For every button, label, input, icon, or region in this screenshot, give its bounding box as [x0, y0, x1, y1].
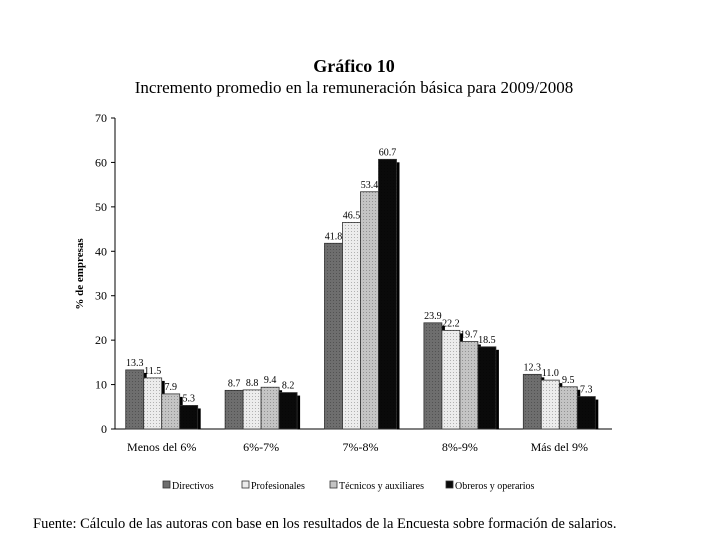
- bar-texture: [477, 346, 496, 429]
- chart-subtitle: Incremento promedio en la remuneración b…: [134, 78, 574, 97]
- x-tick-label: 7%-8%: [343, 440, 379, 454]
- data-label: 60.7: [379, 147, 397, 158]
- x-tick-label: 8%-9%: [442, 440, 478, 454]
- data-label: 9.4: [264, 375, 277, 386]
- data-label: 7.9: [164, 382, 177, 393]
- legend-swatch: [241, 480, 250, 489]
- data-label: 53.4: [361, 180, 379, 191]
- x-tick-label: Menos del 6%: [127, 440, 196, 454]
- bar-texture: [378, 159, 397, 429]
- data-label: 46.5: [343, 210, 361, 221]
- data-label: 8.7: [228, 378, 241, 389]
- y-tick-label: 40: [95, 244, 107, 258]
- data-label: 11.5: [144, 366, 161, 377]
- bar-texture: [225, 390, 244, 429]
- bar-texture: [261, 387, 280, 429]
- y-tick-label: 50: [95, 200, 107, 214]
- y-axis-title: % de empresas: [74, 238, 86, 310]
- bar-texture: [441, 330, 460, 429]
- legend-swatch: [445, 480, 454, 489]
- bar-texture: [161, 393, 180, 429]
- data-label: 9.5: [562, 375, 575, 386]
- data-label: 19.7: [460, 329, 478, 340]
- bar-texture: [243, 389, 262, 429]
- legend-swatch: [329, 480, 338, 489]
- y-tick-label: 10: [95, 378, 107, 392]
- x-tick-label: 6%-7%: [243, 440, 279, 454]
- y-tick-label: 0: [101, 422, 107, 436]
- data-label: 23.9: [424, 311, 442, 322]
- legend-label: Profesionales: [251, 481, 305, 492]
- x-tick-label: Más del 9%: [531, 440, 588, 454]
- bar-texture: [179, 405, 198, 429]
- bar-texture: [559, 386, 578, 429]
- bar-texture: [423, 322, 442, 429]
- bar-texture: [360, 191, 379, 429]
- bar-texture: [143, 377, 162, 429]
- legend-swatch: [162, 480, 171, 489]
- data-label: 13.3: [126, 358, 144, 369]
- legend-label: Técnicos y auxiliares: [339, 481, 424, 492]
- bar-texture: [342, 222, 361, 429]
- data-label: 11.0: [542, 368, 559, 379]
- data-label: 8.8: [246, 378, 259, 389]
- y-tick-label: 70: [95, 111, 107, 125]
- source-note: Fuente: Cálculo de las autoras con base …: [33, 516, 617, 532]
- legend-label: Obreros y operarios: [455, 481, 535, 492]
- bar-texture: [324, 243, 343, 429]
- y-tick-label: 60: [95, 155, 107, 169]
- y-tick-label: 20: [95, 333, 107, 347]
- chart-title: Gráfico 10: [313, 56, 395, 76]
- data-label: 7.3: [580, 385, 593, 396]
- y-tick-label: 30: [95, 289, 107, 303]
- bar-texture: [279, 392, 298, 429]
- legend-label: Directivos: [172, 481, 214, 492]
- bar-texture: [523, 374, 542, 429]
- bar-texture: [125, 369, 144, 429]
- data-label: 8.2: [282, 381, 295, 392]
- bar-texture: [541, 380, 560, 429]
- data-label: 18.5: [478, 335, 496, 346]
- data-label: 22.2: [442, 318, 460, 329]
- data-label: 5.3: [182, 393, 195, 404]
- bar-texture: [459, 341, 478, 429]
- data-label: 41.8: [325, 231, 343, 242]
- bar-texture: [577, 396, 596, 429]
- data-label: 12.3: [524, 362, 542, 373]
